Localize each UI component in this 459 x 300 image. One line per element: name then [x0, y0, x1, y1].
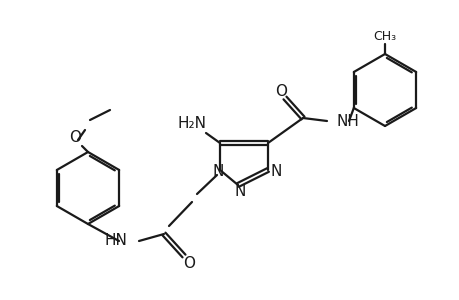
Text: HN: HN — [104, 233, 127, 248]
Text: N: N — [212, 164, 223, 178]
Text: N: N — [234, 184, 245, 200]
Text: O: O — [183, 256, 195, 272]
Text: O: O — [274, 83, 286, 98]
Text: H₂N: H₂N — [177, 116, 206, 130]
Text: NH: NH — [336, 113, 359, 128]
Text: CH₃: CH₃ — [373, 29, 396, 43]
Text: O: O — [69, 130, 81, 145]
Text: N: N — [270, 164, 281, 178]
